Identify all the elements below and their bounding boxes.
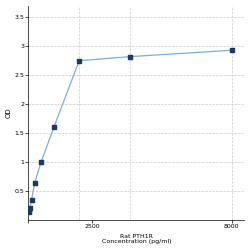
Point [28, 206, 32, 210]
Point [27, 210, 31, 214]
Point [27, 208, 31, 212]
Point [39, 160, 43, 164]
Point [52, 126, 56, 130]
Point [128, 55, 132, 59]
Point [30, 198, 34, 202]
Y-axis label: OD: OD [6, 108, 12, 118]
X-axis label: Rat PTH1R
Concentration (pg/ml): Rat PTH1R Concentration (pg/ml) [102, 234, 171, 244]
Point [230, 48, 234, 52]
Point [77, 59, 81, 63]
Point [33, 180, 37, 184]
